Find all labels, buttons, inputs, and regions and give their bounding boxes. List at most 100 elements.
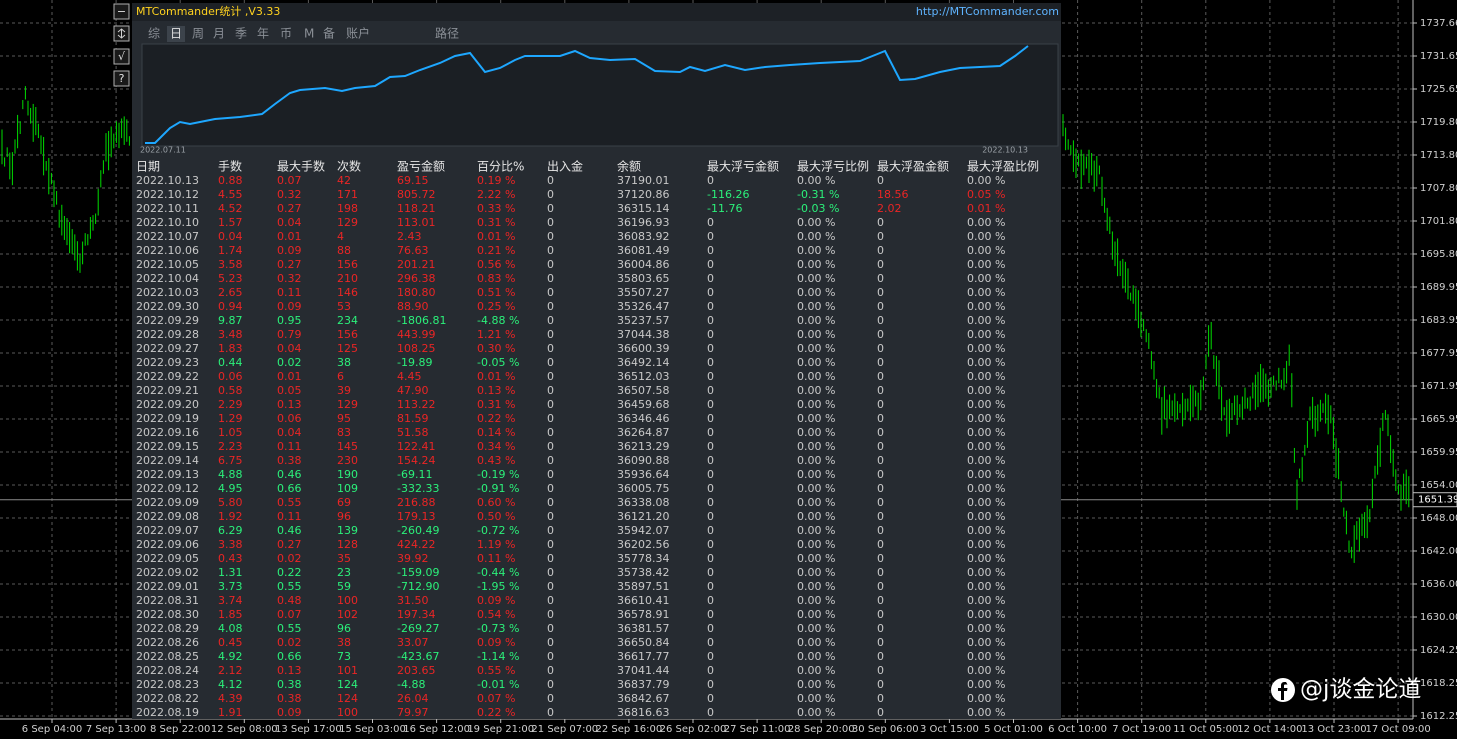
table-cell: 0: [877, 552, 884, 565]
table-cell: 35: [337, 552, 351, 565]
price-label: 1642.00: [1420, 546, 1457, 557]
table-cell: 0.00 %: [967, 636, 1005, 649]
tab[interactable]: 周: [192, 27, 204, 41]
table-cell: 0.00 %: [967, 608, 1005, 621]
time-label: 3 Oct 15:00: [920, 724, 979, 735]
column-header: 次数: [337, 159, 361, 174]
table-cell: 2022.09.23: [136, 356, 199, 369]
tab[interactable]: 年: [257, 27, 269, 41]
time-label: 26 Sep 02:00: [660, 724, 727, 735]
table-cell: 0.00 %: [967, 384, 1005, 397]
table-cell: 2.02: [877, 202, 902, 215]
table-cell: 0.13: [277, 398, 302, 411]
toolbar-icon: [117, 28, 126, 39]
table-cell: 0.58: [218, 384, 243, 397]
tab[interactable]: 日: [170, 27, 182, 41]
price-label: 1731.65: [1420, 51, 1457, 62]
table-cell: 0.09: [277, 244, 302, 257]
toolbar-label: ?: [119, 72, 125, 85]
table-cell: 0: [877, 272, 884, 285]
table-cell: 129: [337, 398, 358, 411]
table-cell: 0: [877, 244, 884, 257]
table-cell: -11.76: [707, 202, 742, 215]
tab[interactable]: 账户: [346, 26, 370, 41]
table-cell: 0.22 %: [477, 706, 515, 719]
table-cell: 73: [337, 650, 351, 663]
table-cell: 0.00 %: [797, 328, 835, 341]
table-cell: 0: [547, 678, 554, 691]
time-label: 7 Sep 13:00: [86, 724, 146, 735]
tab[interactable]: 路径: [435, 26, 459, 41]
table-cell: 39.92: [397, 552, 429, 565]
table-cell: 0.00 %: [797, 300, 835, 313]
tab[interactable]: 备: [323, 27, 335, 41]
table-cell: 296.38: [397, 272, 436, 285]
table-cell: 0.00 %: [967, 594, 1005, 607]
toolbar-button[interactable]: [113, 70, 130, 87]
table-cell: 0.38: [277, 454, 302, 467]
table-cell: 35897.51: [617, 580, 670, 593]
tab[interactable]: 币: [280, 27, 292, 41]
tab[interactable]: 综: [148, 27, 160, 41]
table-cell: 36315.14: [617, 202, 670, 215]
toolbar-label: −: [117, 5, 126, 18]
table-cell: 0.31 %: [477, 216, 515, 229]
table-cell: 2.29: [218, 398, 243, 411]
window-url[interactable]: http://MTCommander.com: [916, 5, 1059, 18]
table-cell: 101: [337, 664, 358, 677]
table-cell: 0.44: [218, 356, 243, 369]
table-cell: 0.01: [277, 230, 302, 243]
table-cell: 35942.07: [617, 524, 670, 537]
table-cell: -0.03 %: [797, 202, 839, 215]
table-cell: 36600.39: [617, 342, 670, 355]
table-cell: 0: [547, 552, 554, 565]
price-label: 1612.25: [1420, 711, 1457, 722]
column-header: 最大手数: [277, 159, 325, 174]
table-cell: 0.19 %: [477, 174, 515, 187]
table-cell: 2022.08.30: [136, 608, 199, 621]
table-cell: 95: [337, 412, 351, 425]
table-cell: 36081.49: [617, 244, 670, 257]
table-cell: -1.95 %: [477, 580, 519, 593]
table-cell: 0: [707, 622, 714, 635]
table-cell: 0.27: [277, 202, 302, 215]
table-cell: 2022.09.20: [136, 398, 199, 411]
table-cell: 76.63: [397, 244, 429, 257]
table-cell: 2022.10.11: [136, 202, 199, 215]
table-cell: 216.88: [397, 496, 436, 509]
table-cell: 2022.09.21: [136, 384, 199, 397]
table-cell: 0.00 %: [797, 398, 835, 411]
price-label: 1677.95: [1420, 348, 1457, 359]
column-header: 盈亏金额: [397, 159, 445, 174]
time-label: 22 Sep 16:00: [596, 724, 663, 735]
table-cell: 1.29: [218, 412, 243, 425]
table-cell: 0: [547, 580, 554, 593]
table-cell: 2022.09.01: [136, 580, 199, 593]
tab[interactable]: M: [304, 27, 314, 41]
table-cell: 102: [337, 608, 358, 621]
table-cell: 156: [337, 328, 358, 341]
toolbar-button[interactable]: [113, 48, 130, 65]
price-axis: [1413, 0, 1457, 739]
table-cell: 0.00 %: [967, 398, 1005, 411]
toolbar-button[interactable]: [113, 3, 130, 20]
table-cell: 4.55: [218, 188, 243, 201]
table-cell: 0: [877, 356, 884, 369]
table-cell: 0: [877, 314, 884, 327]
price-label: 1671.95: [1420, 381, 1457, 392]
table-cell: -4.88 %: [477, 314, 519, 327]
table-cell: 0: [547, 202, 554, 215]
table-cell: 0: [707, 524, 714, 537]
table-cell: 36381.57: [617, 622, 670, 635]
table-cell: 53: [337, 300, 351, 313]
time-label: 5 Oct 01:00: [984, 724, 1043, 735]
table-cell: 0: [877, 258, 884, 271]
table-cell: 0: [877, 622, 884, 635]
table-cell: 2022.09.30: [136, 300, 199, 313]
table-cell: 0.11: [277, 440, 302, 453]
table-cell: 2022.08.26: [136, 636, 199, 649]
table-cell: 4: [337, 230, 344, 243]
tab[interactable]: 季: [235, 27, 247, 41]
tab[interactable]: 月: [213, 27, 225, 41]
table-cell: 0.00 %: [797, 650, 835, 663]
